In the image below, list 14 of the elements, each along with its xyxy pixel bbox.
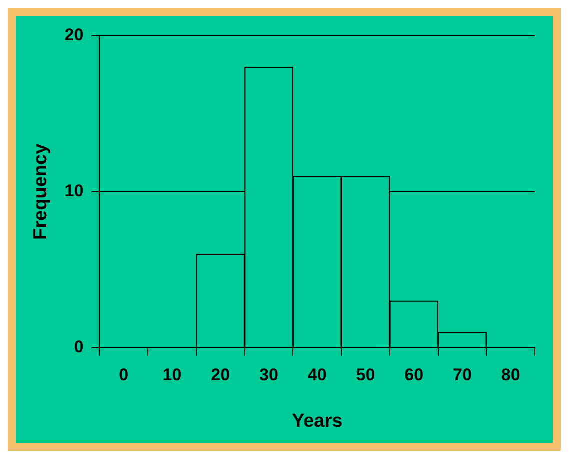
y-tick-label: 0	[74, 337, 84, 356]
x-tick-label: 20	[211, 366, 230, 385]
x-tick-label: 70	[452, 366, 472, 385]
x-tick-label: 30	[260, 366, 278, 385]
x-tick-label: 80	[501, 366, 520, 385]
y-axis-title: Frequency	[30, 143, 52, 240]
x-tick-label: 60	[404, 366, 424, 385]
x-axis-title: Years	[292, 410, 343, 432]
x-tick-label: 0	[119, 366, 129, 385]
x-tick-label: 40	[308, 366, 327, 385]
y-tick-label: 20	[64, 26, 84, 45]
y-tick-label: 10	[64, 182, 84, 201]
x-tick-label: 50	[356, 366, 376, 385]
x-tick-label: 10	[162, 366, 182, 385]
